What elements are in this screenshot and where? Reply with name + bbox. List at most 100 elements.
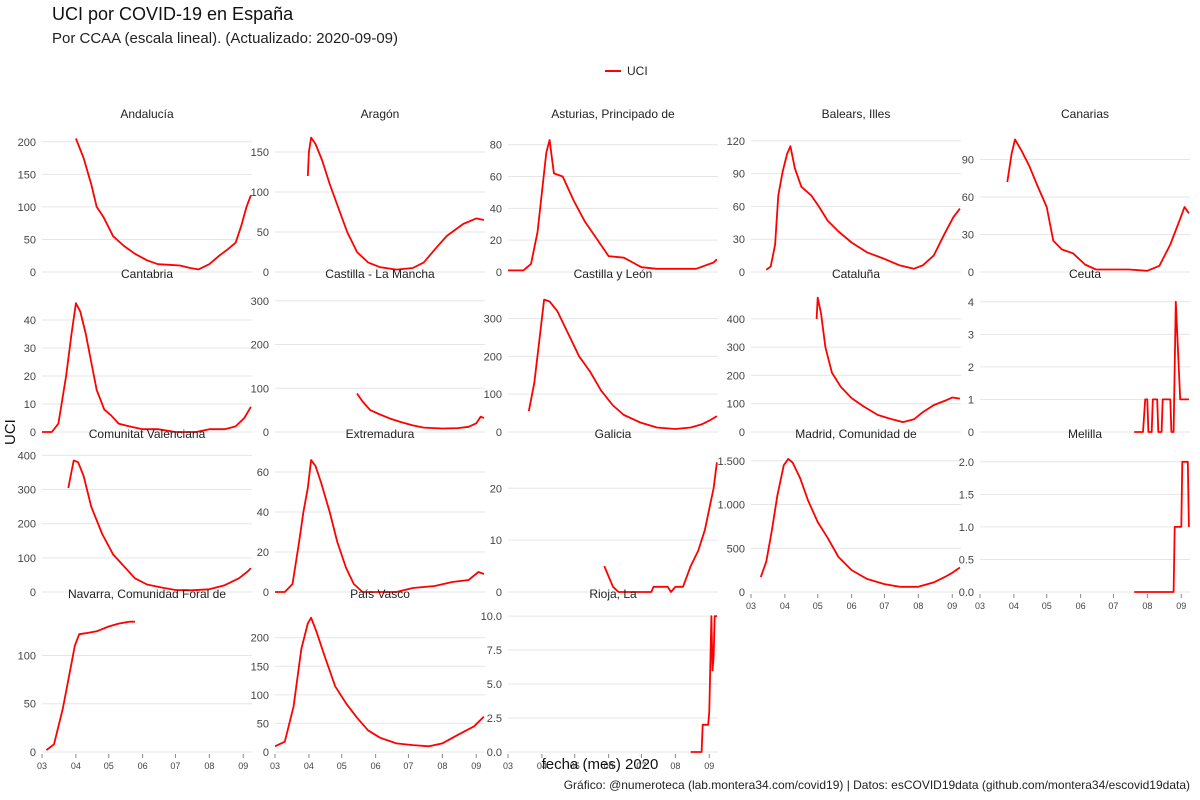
y-tick-label: 50 (24, 234, 36, 246)
x-tick-label: 07 (403, 761, 413, 771)
panel: Galicia 0 10 20 (490, 427, 718, 599)
panel-title: Melilla (1068, 427, 1102, 441)
y-tick-label: 0 (263, 267, 269, 279)
panel-title: Castilla - La Mancha (325, 267, 435, 281)
y-tick-label: 0 (30, 267, 36, 279)
x-tick-label: 03 (746, 601, 756, 611)
y-tick-label: 300 (727, 342, 745, 354)
y-tick-label: 90 (962, 155, 974, 167)
x-tick-label: 04 (71, 761, 81, 771)
x-tick-label: 07 (636, 761, 646, 771)
y-tick-label: 90 (733, 169, 745, 181)
panel: País Vasco 0 50 100 150 200 03 04 05 06 07 08 09 (251, 587, 485, 771)
x-axis-label: fecha (mes) 2020 (541, 756, 659, 773)
y-tick-label: 30 (24, 343, 36, 355)
series-line (527, 298, 718, 430)
y-tick-label: 20 (490, 483, 502, 495)
x-tick-label: 08 (204, 761, 214, 771)
x-tick-label: 04 (1009, 601, 1019, 611)
y-tick-label: 60 (962, 192, 974, 204)
x-tick-label: 09 (947, 601, 957, 611)
panel-title: Cataluña (832, 267, 880, 281)
series-line (45, 620, 135, 751)
panel-title: Balears, Illes (822, 107, 891, 121)
panel-title: Ceuta (1069, 267, 1101, 281)
x-tick-label: 06 (138, 761, 148, 771)
y-tick-label: 1.000 (717, 500, 745, 512)
y-tick-label: 1.0 (959, 522, 974, 534)
series-line (306, 136, 485, 271)
y-tick-label: 200 (251, 633, 269, 645)
legend: UCI (605, 64, 648, 78)
series-line (1006, 138, 1190, 272)
y-tick-label: 150 (251, 661, 269, 673)
y-tick-label: 0 (739, 267, 745, 279)
y-tick-label: 60 (257, 467, 269, 479)
x-tick-label: 06 (1076, 601, 1086, 611)
y-tick-label: 200 (727, 370, 745, 382)
y-tick-label: 500 (727, 543, 745, 555)
y-tick-label: 150 (18, 169, 36, 181)
x-tick-label: 06 (604, 761, 614, 771)
panel-title: Cantabria (121, 267, 173, 281)
y-tick-label: 50 (257, 718, 269, 730)
x-tick-label: 08 (437, 761, 447, 771)
x-tick-label: 08 (1142, 601, 1152, 611)
y-tick-label: 0 (30, 587, 36, 599)
x-tick-label: 06 (371, 761, 381, 771)
y-tick-label: 40 (257, 507, 269, 519)
series-line (275, 459, 485, 593)
y-tick-label: 10 (24, 399, 36, 411)
y-tick-label: 20 (257, 547, 269, 559)
panel: Castilla - La Mancha 0 100 200 300 (251, 267, 485, 439)
y-tick-label: 0 (30, 747, 36, 759)
y-tick-label: 100 (251, 690, 269, 702)
y-tick-label: 120 (727, 136, 745, 148)
x-tick-label: 03 (270, 761, 280, 771)
series-line (42, 302, 252, 433)
x-tick-label: 07 (879, 601, 889, 611)
y-tick-label: 5.0 (487, 679, 502, 691)
y-tick-label: 400 (727, 314, 745, 326)
y-tick-label: 0 (496, 427, 502, 439)
panel: Ceuta 0 1 2 3 4 (968, 267, 1190, 439)
y-tick-label: 60 (733, 201, 745, 213)
y-tick-label: 0.5 (959, 554, 974, 566)
y-tick-label: 0 (263, 587, 269, 599)
panel: Andalucía 0 50 100 150 200 (18, 107, 252, 279)
x-tick-label: 07 (1108, 601, 1118, 611)
y-tick-label: 200 (484, 351, 502, 363)
x-tick-label: 04 (780, 601, 790, 611)
y-tick-label: 400 (18, 450, 36, 462)
y-tick-label: 60 (490, 172, 502, 184)
panel: Madrid, Comunidad de 0 500 1.000 1.500 03 04 05… (717, 427, 961, 611)
y-tick-label: 0.0 (487, 747, 502, 759)
panel: Cataluña 0 100 200 300 400 (727, 267, 961, 439)
x-tick-label: 09 (704, 761, 714, 771)
x-tick-label: 08 (670, 761, 680, 771)
series-line (690, 615, 717, 753)
x-tick-label: 05 (337, 761, 347, 771)
y-tick-label: 0 (739, 427, 745, 439)
panel: Castilla y León 0 100 200 300 (484, 267, 718, 439)
y-tick-label: 50 (24, 699, 36, 711)
panel-title: Extremadura (346, 427, 415, 441)
y-tick-label: 0 (496, 267, 502, 279)
series-line (67, 459, 252, 592)
x-tick-label: 09 (238, 761, 248, 771)
panel-title: Aragón (361, 107, 400, 121)
y-tick-label: 0 (263, 427, 269, 439)
y-tick-label: 3 (968, 329, 974, 341)
y-tick-label: 20 (490, 235, 502, 247)
panel-title: Castilla y León (574, 267, 653, 281)
x-tick-label: 05 (1042, 601, 1052, 611)
series-line (75, 138, 252, 271)
panel: Extremadura 0 20 40 60 (257, 427, 485, 599)
y-tick-label: 100 (18, 202, 36, 214)
x-tick-label: 05 (104, 761, 114, 771)
y-tick-label: 1.500 (717, 456, 745, 468)
chart-title: UCI por COVID-19 en España (52, 4, 294, 24)
series-line (765, 145, 961, 271)
y-tick-label: 0 (30, 427, 36, 439)
